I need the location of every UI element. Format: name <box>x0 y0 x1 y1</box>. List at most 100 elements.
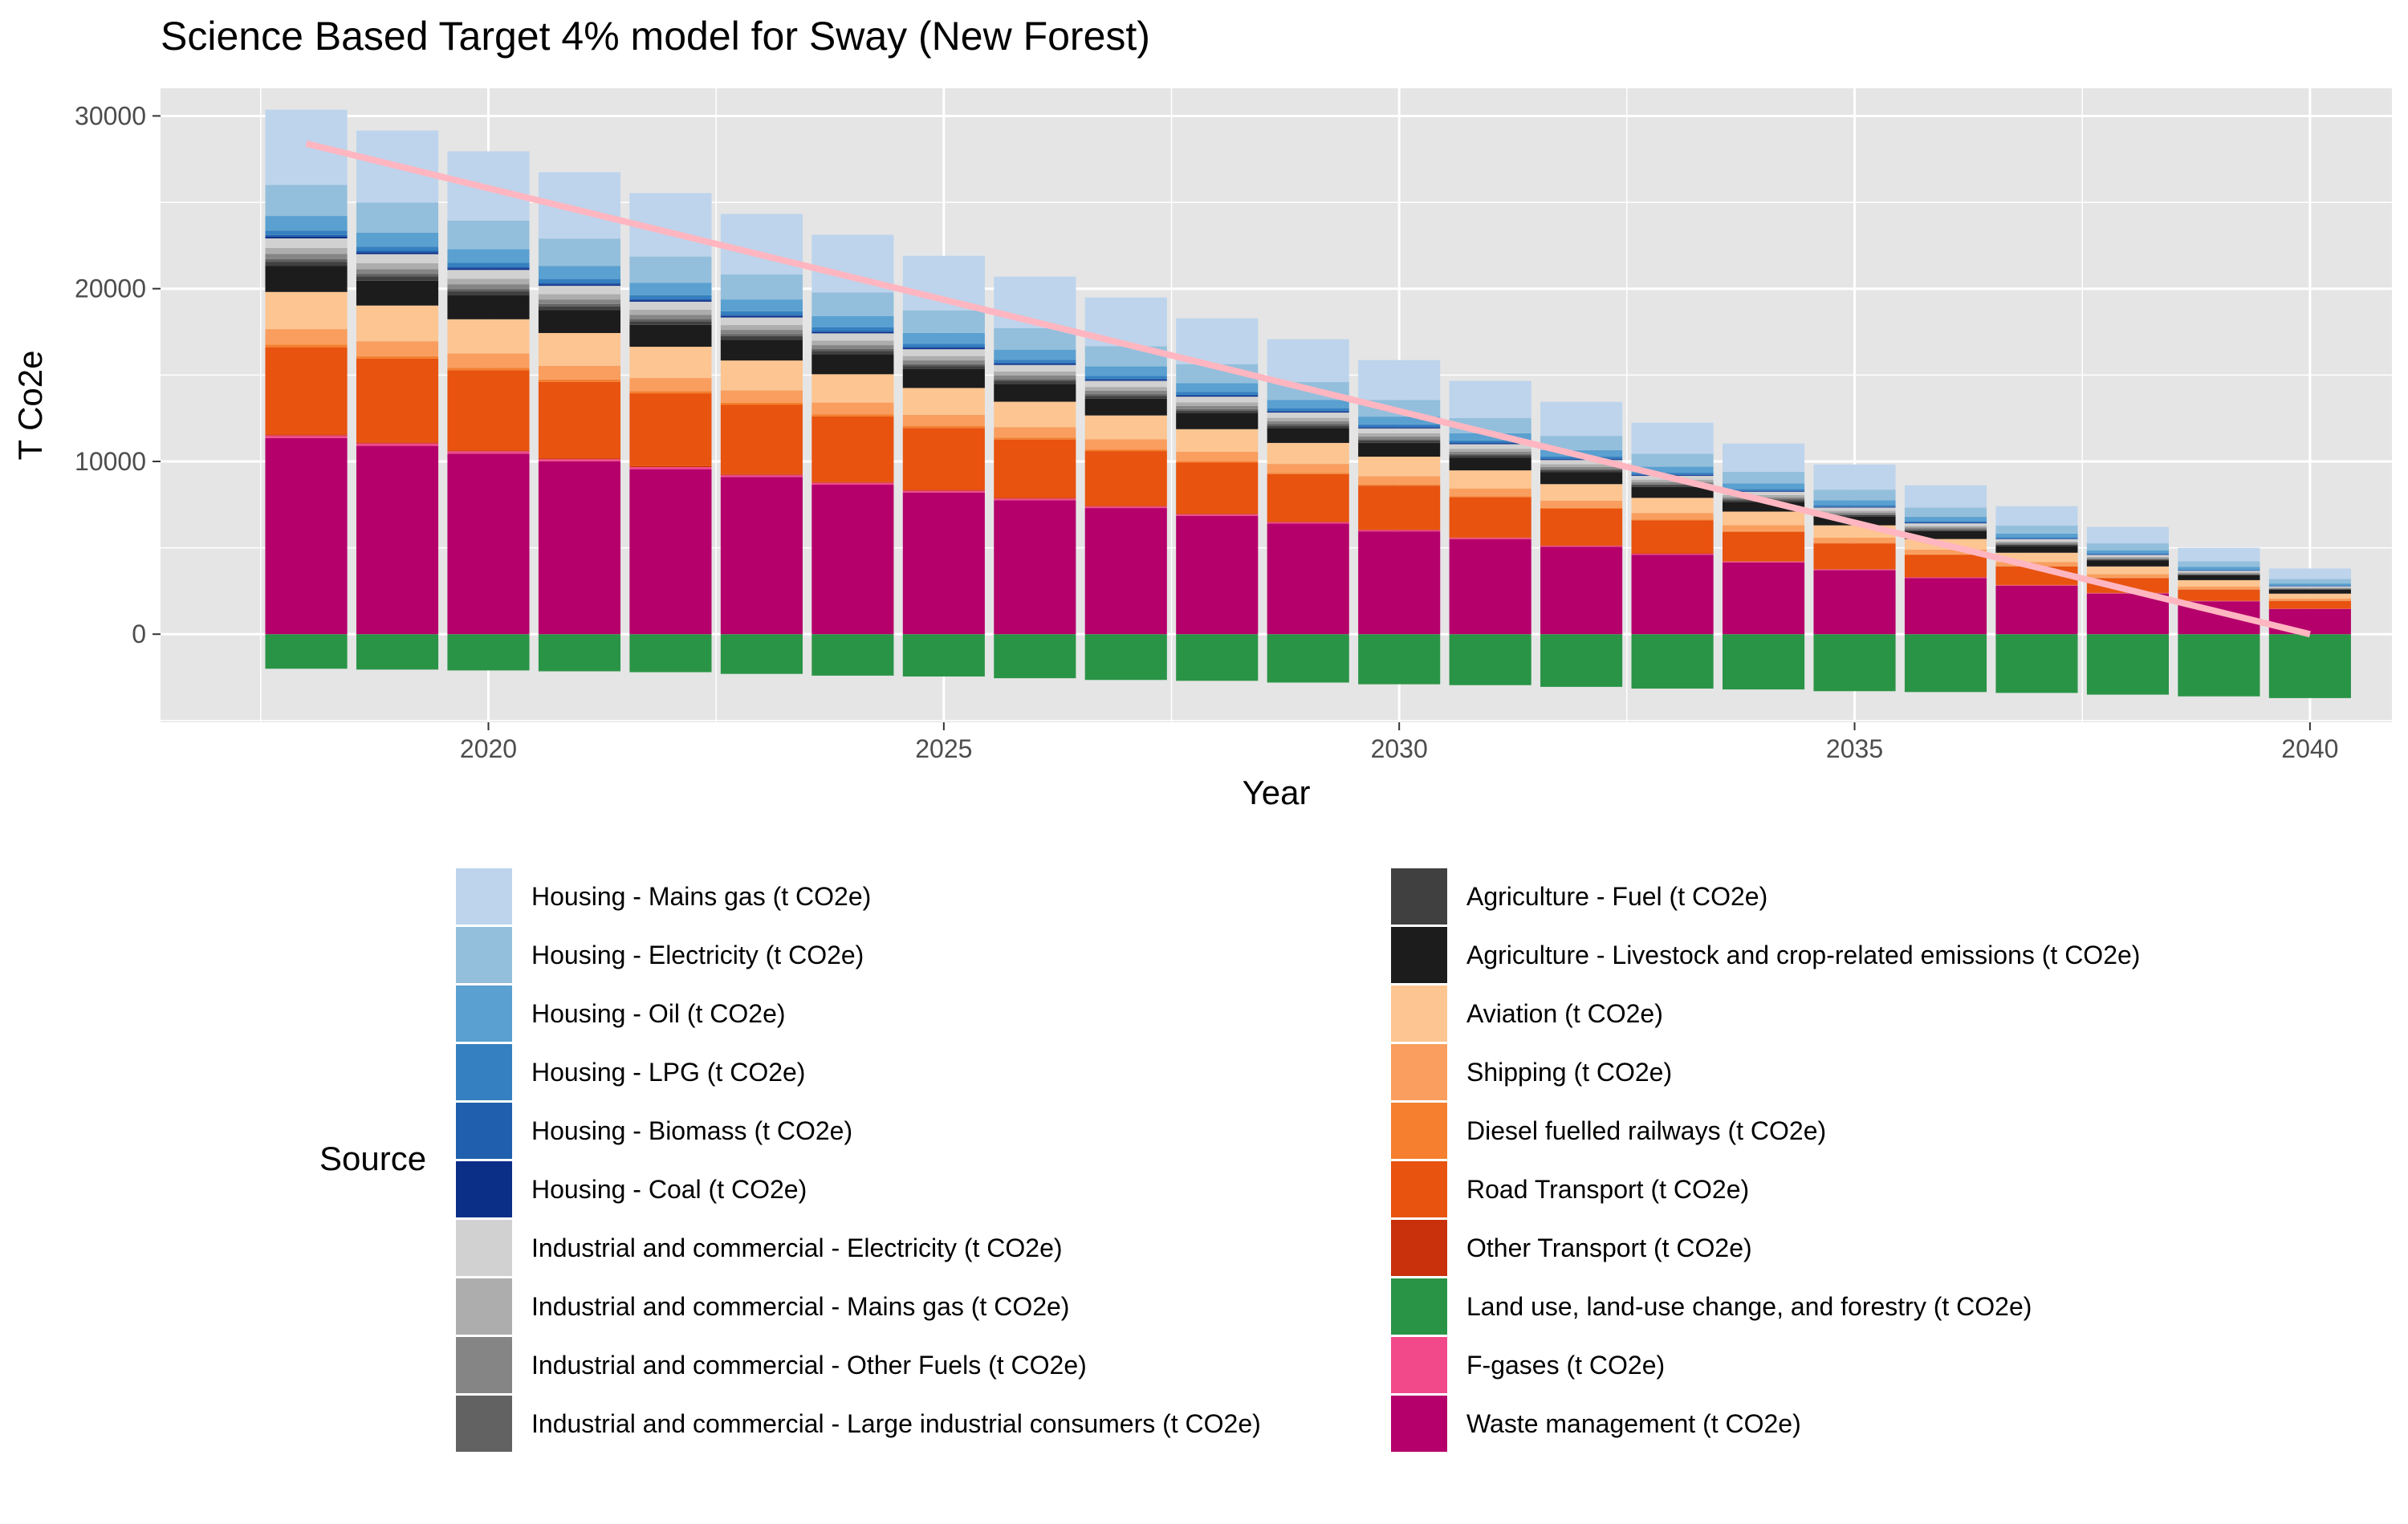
y-tick-label: 10000 <box>75 447 146 476</box>
bar-segment <box>1267 442 1349 465</box>
bar-segment <box>902 356 985 361</box>
bar-segment <box>629 282 712 295</box>
bar-segment <box>902 310 985 333</box>
bar-segment <box>265 344 348 347</box>
bar-segment <box>1540 469 1623 471</box>
bar-segment <box>994 349 1076 360</box>
bar-segment <box>2268 598 2351 601</box>
bar-segment <box>356 341 439 356</box>
bar-segment <box>2086 593 2169 594</box>
bar-segment <box>265 230 348 235</box>
legend-key <box>1391 1220 1447 1276</box>
bar-segment <box>265 238 348 248</box>
bar-segment <box>1723 525 1805 531</box>
bar-segment <box>720 334 803 336</box>
bar-segment <box>720 335 803 340</box>
legend-key <box>1391 1278 1447 1335</box>
target-line-layer <box>305 140 2311 638</box>
bar-segment <box>2086 553 2169 555</box>
bar-segment <box>538 306 621 311</box>
bar-segment <box>1813 506 1896 507</box>
bar-segment <box>356 280 439 306</box>
bar-segment <box>811 292 894 317</box>
bar-segment <box>538 461 621 635</box>
bar-segment <box>1813 543 1896 570</box>
bar-segment <box>265 234 348 237</box>
bar-segment <box>1631 553 1714 555</box>
bar-segment <box>1813 510 1896 513</box>
bar-segment <box>1540 472 1623 485</box>
legend-key <box>456 986 512 1042</box>
bar-segment <box>1176 429 1259 452</box>
legend-label: Industrial and commercial - Electricity … <box>531 1233 1063 1262</box>
bar-segment <box>1449 444 1531 449</box>
y-tick-label: 0 <box>132 620 146 648</box>
bar-segment <box>1540 547 1623 635</box>
bar-segment <box>356 358 439 443</box>
bar-segment <box>2086 550 2169 554</box>
bar-segment <box>811 634 894 676</box>
bar-segment <box>902 490 985 493</box>
bar-segment <box>994 360 1076 363</box>
bar-segment <box>447 266 530 269</box>
bar-segment <box>2086 593 2169 635</box>
bar-segment <box>1449 433 1531 441</box>
bar-segment <box>2086 566 2169 575</box>
bar-segment <box>1813 490 1896 501</box>
bar-segment <box>2086 543 2169 551</box>
bar-segment <box>1995 538 2078 542</box>
bar-segment <box>720 404 803 474</box>
legend-key <box>456 1044 512 1100</box>
bar-segment <box>1449 453 1531 456</box>
bar-segment <box>1176 383 1259 392</box>
legend-key <box>1391 868 1447 925</box>
bar-segment <box>1904 522 1987 524</box>
legend-label: Housing - Coal (t CO2e) <box>531 1175 807 1204</box>
bar-segment <box>538 282 621 285</box>
bar-segment <box>811 333 894 341</box>
bar-segment <box>447 353 530 368</box>
bar-segment <box>1449 497 1531 538</box>
bar-segment <box>2178 573 2260 575</box>
bar-segment <box>902 388 985 415</box>
bar-segment <box>1813 514 1896 515</box>
bar-segment <box>811 482 894 486</box>
bar-segment <box>2086 555 2169 557</box>
bar-segment <box>1449 442 1531 444</box>
bar-segment <box>1267 464 1349 473</box>
legend-key <box>1391 1103 1447 1159</box>
bar-segment <box>1358 436 1441 440</box>
bar-segment <box>1995 541 2078 543</box>
bar-segment <box>1358 476 1441 485</box>
legend-key <box>1391 1161 1447 1217</box>
bar-segment <box>1358 360 1441 400</box>
bar-segment <box>1631 486 1714 498</box>
bar-segment <box>2178 579 2260 587</box>
bar-segment <box>2268 587 2351 589</box>
bar-segment <box>811 331 894 334</box>
bar-segment <box>902 634 985 677</box>
legend-label: Housing - Electricity (t CO2e) <box>531 941 864 969</box>
bar-segment <box>1813 505 1896 507</box>
legend-key <box>456 1337 512 1393</box>
bar-segment <box>447 634 530 671</box>
bar-segment <box>1995 634 2078 693</box>
bar-segment <box>1813 570 1896 635</box>
bar-segment <box>1267 339 1349 383</box>
legend-label: Housing - Oil (t CO2e) <box>531 999 786 1028</box>
bar-segment <box>994 427 1076 438</box>
bar-segment <box>1631 466 1714 473</box>
bar-segment <box>447 278 530 285</box>
bar-segment <box>2178 575 2260 580</box>
bar-segment <box>720 330 803 335</box>
bar-segment <box>2086 574 2169 578</box>
bar-segment <box>1631 422 1714 454</box>
bar-segment <box>994 500 1076 635</box>
legend-key <box>1391 1044 1447 1100</box>
bar-segment <box>1358 531 1441 635</box>
bar-segment <box>720 474 803 478</box>
bar-segment <box>1358 484 1441 486</box>
legend-label: Agriculture - Livestock and crop-related… <box>1466 941 2140 969</box>
bar-segment <box>1723 562 1805 635</box>
legend-label: Industrial and commercial - Mains gas (t… <box>531 1292 1069 1321</box>
